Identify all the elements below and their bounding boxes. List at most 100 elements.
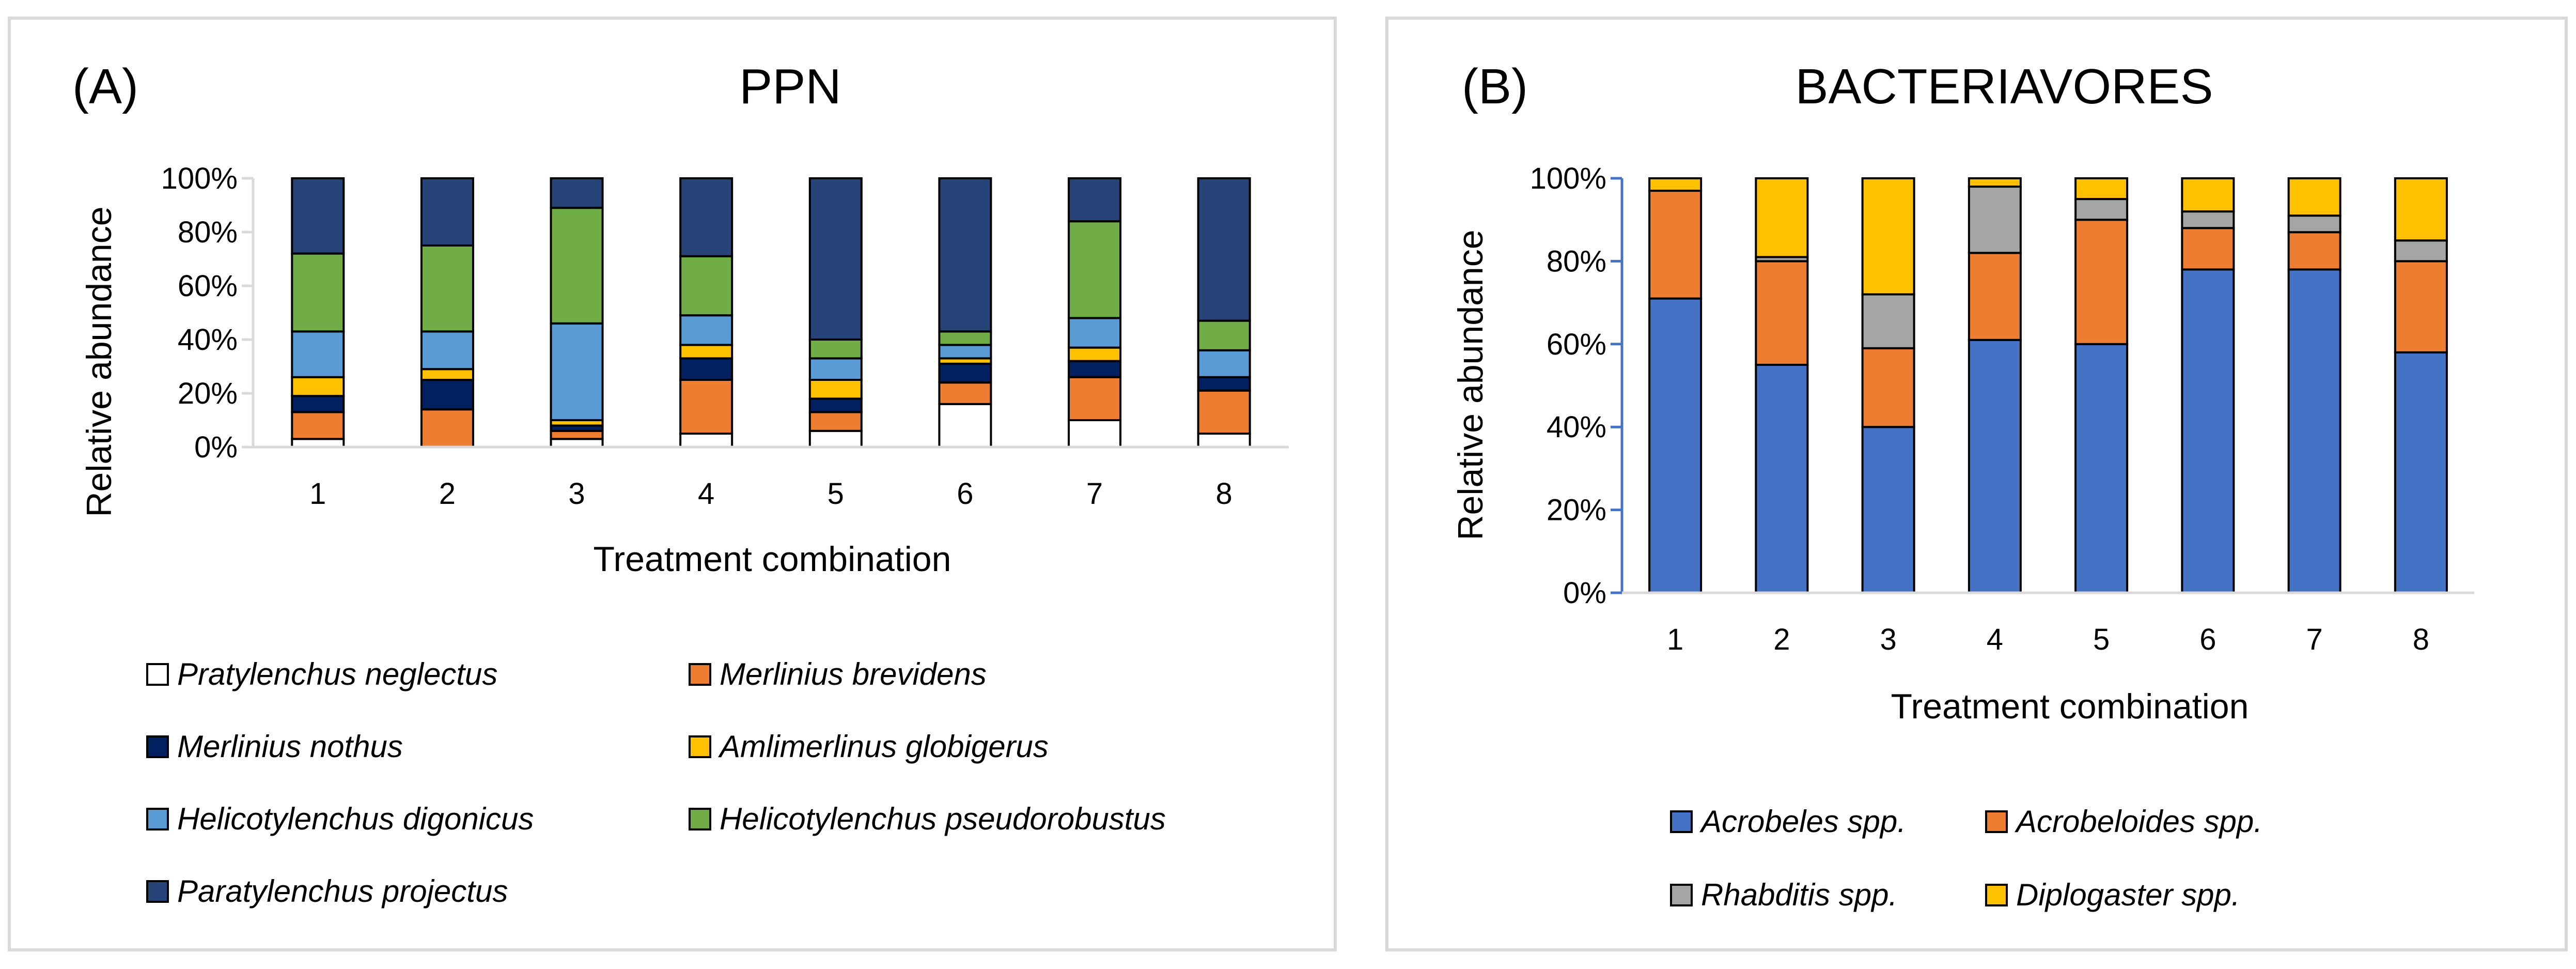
legend-label-helicotylenchus-digonicus: Helicotylenchus digonicus (177, 802, 534, 836)
bar-segment-paratylenchus-projectus-1 (291, 177, 345, 255)
legend-label-acrobeloides-spp: Acrobeloides spp. (2015, 804, 2262, 839)
bar-segment-rhabditis-spp-8 (2394, 239, 2448, 263)
y-tick-label: 40% (1547, 410, 1606, 444)
bar-segment-pratylenchus-neglectus-7 (1068, 419, 1122, 448)
bar-segment-merlinius-brevidens-6 (938, 381, 992, 405)
y-tick-label: 0% (1563, 576, 1606, 610)
x-tick-label: 7 (1086, 477, 1103, 511)
bar-segment-merlinius-nothus-5 (808, 397, 863, 413)
x-tick-label: 2 (1773, 623, 1790, 656)
bar-segment-helicotylenchus-digonicus-4 (679, 314, 733, 346)
x-tick-label: 5 (828, 477, 844, 511)
bar-segment-helicotylenchus-digonicus-8 (1197, 349, 1251, 378)
bar-segment-rhabditis-spp-4 (1968, 186, 2022, 254)
panel-b-x-axis-title: Treatment combination (1891, 687, 2249, 726)
bar-segment-rhabditis-spp-5 (2074, 198, 2129, 221)
legend-swatch-paratylenchus-projectus (146, 880, 169, 903)
bar-segment-acrobeles-spp-4 (1968, 339, 2022, 594)
bar-segment-pratylenchus-neglectus-5 (808, 429, 863, 448)
y-tick-label: 20% (1547, 494, 1606, 527)
x-tick-label: 4 (698, 477, 714, 511)
legend-label-paratylenchus-projectus: Paratylenchus projectus (177, 874, 508, 909)
panel-a-x-axis-title: Treatment combination (594, 540, 951, 579)
bar-segment-helicotylenchus-digonicus-7 (1068, 317, 1122, 349)
legend-label-merlinius-nothus: Merlinius nothus (177, 729, 403, 764)
panel-b-plot: 0% 20% 40% 60% 80% 100% 1 2 3 4 5 6 7 8 (1530, 162, 2474, 656)
bar-segment-rhabditis-spp-6 (2181, 210, 2235, 229)
bar-segment-merlinius-nothus-8 (1197, 376, 1251, 392)
bar-segment-diplogaster-spp-8 (2394, 177, 2448, 242)
panel-a-legend: Pratylenchus neglectus Merlinius breviden… (146, 657, 1166, 909)
bar-segment-acrobeles-spp-5 (2074, 343, 2129, 594)
bar-segment-acrobeles-spp-3 (1861, 426, 1915, 594)
bar-segment-merlinius-nothus-7 (1068, 360, 1122, 378)
bar-segment-amlimerlinus-globigerus-2 (420, 368, 474, 381)
bar-segment-helicotylenchus-pseudorobustus-3 (550, 207, 604, 325)
legend-swatch-amlimerlinus-globigerus (689, 735, 711, 758)
panel-b-legend: Acrobeles spp. Acrobeloides spp. Rhabditis… (1670, 804, 2262, 912)
legend-swatch-pratylenchus-neglectus (146, 663, 169, 686)
bar-segment-merlinius-brevidens-3 (550, 429, 604, 440)
bar-segment-acrobeles-spp-8 (2394, 351, 2448, 594)
x-tick-label: 6 (2199, 623, 2216, 656)
bar-segment-amlimerlinus-globigerus-7 (1068, 346, 1122, 362)
bar-segment-merlinius-brevidens-1 (291, 411, 345, 440)
legend-label-amlimerlinus-globigerus: Amlimerlinus globigerus (718, 729, 1049, 764)
y-tick-label: 60% (1547, 328, 1606, 361)
bar-segment-amlimerlinus-globigerus-4 (679, 344, 733, 360)
y-tick-label: 100% (161, 162, 238, 195)
bar-segment-acrobeloides-spp-8 (2394, 260, 2448, 353)
y-tick-label: 60% (178, 269, 238, 303)
bar-segment-acrobeles-spp-1 (1648, 297, 1703, 594)
bar-segment-diplogaster-spp-4 (1968, 177, 2022, 188)
panel-a-title: PPN (739, 59, 841, 114)
bar-segment-diplogaster-spp-6 (2181, 177, 2235, 213)
y-tick-label: 80% (1547, 244, 1606, 278)
y-tick-label: 80% (178, 216, 238, 249)
bar-segment-amlimerlinus-globigerus-5 (808, 379, 863, 400)
panel-b-y-axis-title: Relative abundance (1451, 229, 1490, 540)
x-tick-label: 4 (1987, 623, 2003, 656)
x-tick-label: 7 (2306, 623, 2322, 656)
y-tick-label: 100% (1530, 162, 1606, 195)
bar-segment-merlinius-brevidens-2 (420, 408, 474, 449)
bar-segment-helicotylenchus-digonicus-5 (808, 357, 863, 381)
bar-segment-helicotylenchus-pseudorobustus-4 (679, 255, 733, 317)
bar-segment-helicotylenchus-pseudorobustus-5 (808, 339, 863, 360)
bar-segment-helicotylenchus-digonicus-2 (420, 330, 474, 371)
x-tick-label: 8 (1216, 477, 1232, 511)
bar-segment-rhabditis-spp-3 (1861, 293, 1915, 349)
bar-segment-merlinius-brevidens-8 (1197, 389, 1251, 435)
bar-segment-diplogaster-spp-7 (2287, 177, 2341, 217)
y-tick-label: 0% (194, 430, 238, 464)
bar-segment-helicotylenchus-pseudorobustus-7 (1068, 220, 1122, 319)
bar-segment-merlinius-nothus-2 (420, 379, 474, 411)
bar-segment-paratylenchus-projectus-3 (550, 177, 604, 209)
x-tick-label: 6 (957, 477, 973, 511)
legend-label-merlinius-brevidens: Merlinius brevidens (720, 657, 987, 691)
bar-segment-acrobeles-spp-6 (2181, 268, 2235, 594)
bar-segment-acrobeloides-spp-2 (1755, 260, 1809, 366)
bar-segment-paratylenchus-projectus-4 (679, 177, 733, 257)
bar-segment-acrobeloides-spp-4 (1968, 252, 2022, 341)
bar-segment-paratylenchus-projectus-2 (420, 177, 474, 247)
legend-swatch-acrobeles-spp (1670, 810, 1693, 833)
bar-segment-pratylenchus-neglectus-4 (679, 433, 733, 448)
legend-swatch-diplogaster-spp (1985, 884, 2008, 906)
legend-swatch-rhabditis-spp (1670, 884, 1693, 906)
bar-segment-paratylenchus-projectus-6 (938, 177, 992, 333)
panel-a-label: (A) (72, 59, 138, 114)
legend-label-diplogaster-spp: Diplogaster spp. (2016, 878, 2240, 912)
bar-segment-acrobeloides-spp-5 (2074, 219, 2129, 345)
bar-segment-merlinius-nothus-6 (938, 362, 992, 384)
legend-label-acrobeles-spp: Acrobeles spp. (1699, 804, 1906, 839)
y-tick-label: 20% (178, 377, 238, 410)
x-tick-label: 8 (2413, 623, 2429, 656)
panel-a: (A) PPN Relative abundance Treatment com… (8, 17, 1337, 951)
bar-segment-acrobeles-spp-7 (2287, 268, 2341, 594)
x-tick-label: 1 (1667, 623, 1683, 656)
panel-b-label: (B) (1462, 59, 1528, 114)
x-tick-label: 5 (2093, 623, 2110, 656)
bar-segment-helicotylenchus-digonicus-1 (291, 330, 345, 378)
bar-segment-diplogaster-spp-1 (1648, 177, 1703, 192)
